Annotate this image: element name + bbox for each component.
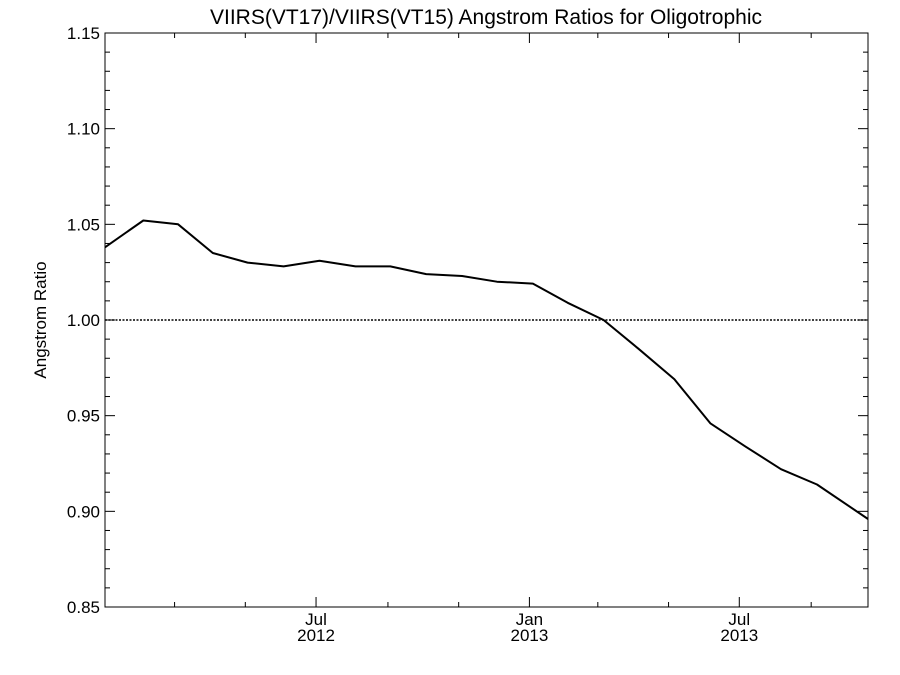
series-line <box>104 219 869 520</box>
x-tick-label-year: 2013 <box>720 626 758 645</box>
plot-frame <box>104 32 869 608</box>
y-tick-label: 1.05 <box>67 215 100 234</box>
chart-title: VIIRS(VT17)/VIIRS(VT15) Angstrom Ratios … <box>210 6 762 29</box>
y-tick-label: 1.10 <box>67 120 100 139</box>
y-tick-label: 0.85 <box>67 598 100 617</box>
y-tick-label: 1.15 <box>67 24 100 43</box>
y-tick-label: 0.95 <box>67 407 100 426</box>
y-tick-label: 0.90 <box>67 502 100 521</box>
y-axis-label: Angstrom Ratio <box>31 261 50 378</box>
y-tick-label: 1.00 <box>67 311 100 330</box>
series-layer <box>104 219 869 520</box>
x-tick-label-month: Jan <box>516 610 543 629</box>
x-tick-label-month: Jul <box>305 610 327 629</box>
x-tick-label-year: 2013 <box>510 626 548 645</box>
x-tick-label-month: Jul <box>728 610 750 629</box>
x-tick-label-year: 2012 <box>297 626 335 645</box>
